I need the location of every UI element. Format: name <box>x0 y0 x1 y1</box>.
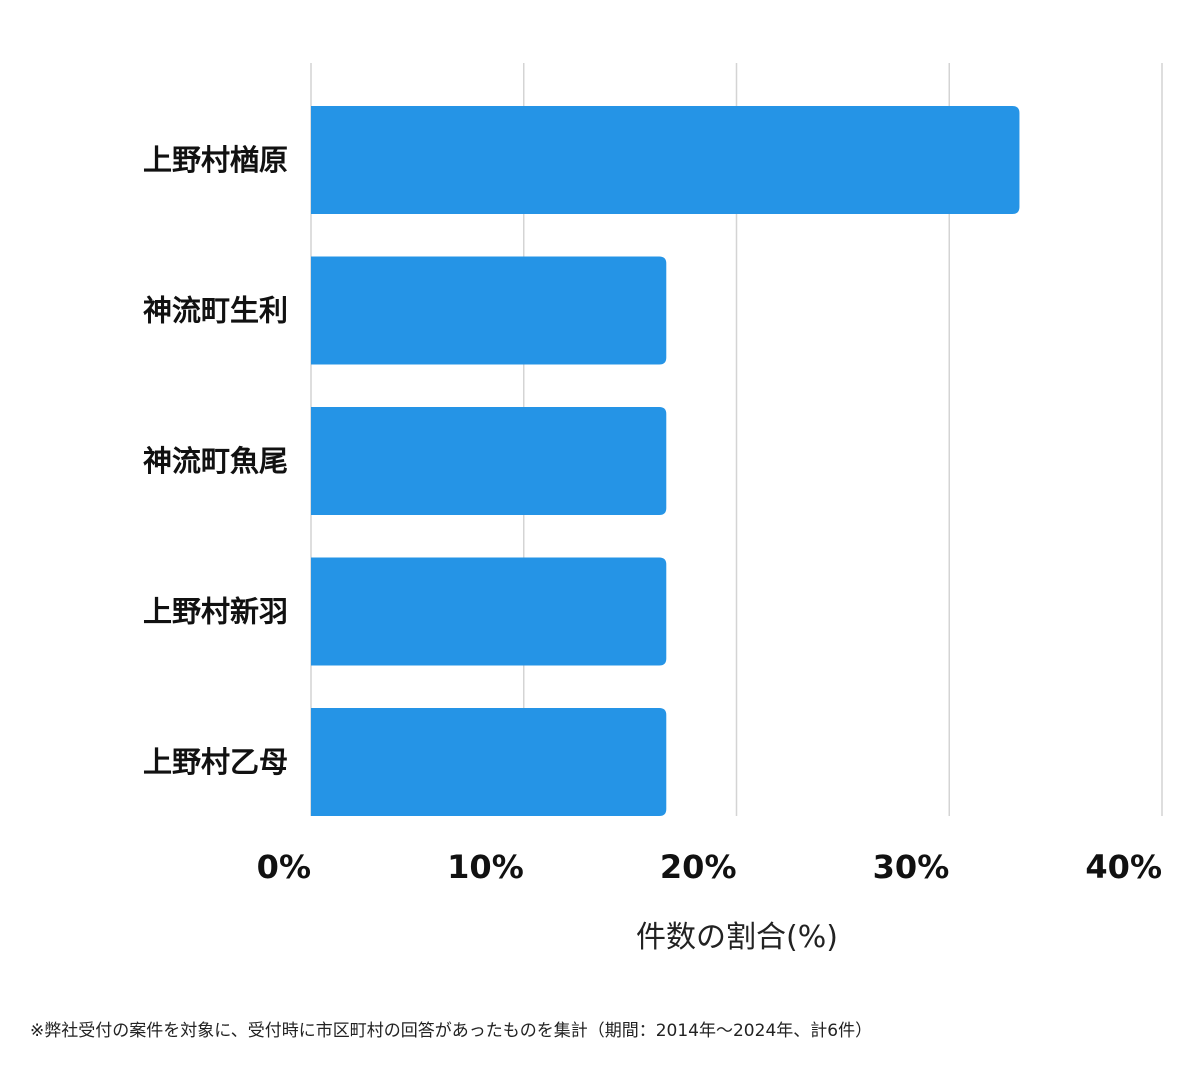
footnote: ※弊社受付の案件を対象に、受付時に市区町村の回答があったものを集計（期間：201… <box>30 1021 873 1041</box>
bar <box>311 708 667 816</box>
bars <box>311 106 1020 816</box>
category-label: 神流町魚尾 <box>143 444 288 478</box>
bar <box>311 106 1020 214</box>
category-label: 上野村楢原 <box>143 143 288 177</box>
x-tick-label: 20% <box>660 848 737 886</box>
category-label: 神流町生利 <box>143 294 288 328</box>
x-tick-label: 10% <box>447 848 524 886</box>
bar <box>311 407 667 515</box>
x-axis-title: 件数の割合(%) <box>636 920 838 955</box>
bar <box>311 557 667 666</box>
x-tick-label: 0% <box>257 848 311 886</box>
category-label: 上野村乙母 <box>143 745 288 779</box>
x-tick-label: 30% <box>873 848 950 886</box>
category-label: 上野村新羽 <box>143 595 288 629</box>
bar <box>311 256 667 365</box>
x-tick-label: 40% <box>1085 848 1162 886</box>
x-tick-labels: 0% 10% 20% 30% 40% <box>257 848 1162 886</box>
